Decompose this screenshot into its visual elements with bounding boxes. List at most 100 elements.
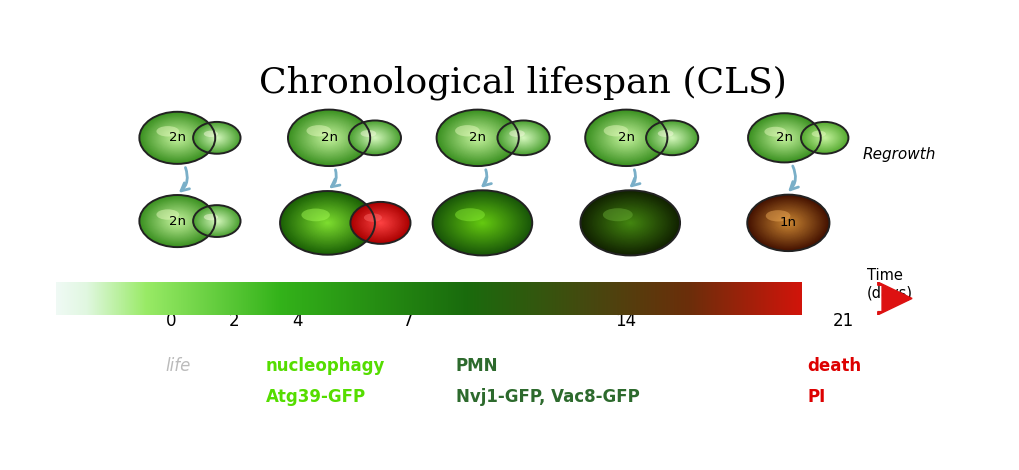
Ellipse shape bbox=[784, 220, 792, 226]
Ellipse shape bbox=[626, 220, 634, 225]
Ellipse shape bbox=[768, 127, 799, 149]
Ellipse shape bbox=[306, 209, 348, 237]
Ellipse shape bbox=[460, 126, 494, 150]
Text: life: life bbox=[165, 357, 191, 375]
Ellipse shape bbox=[603, 206, 656, 240]
Ellipse shape bbox=[624, 136, 628, 139]
Text: 21: 21 bbox=[832, 312, 853, 329]
Ellipse shape bbox=[202, 128, 231, 148]
Ellipse shape bbox=[783, 137, 785, 139]
Ellipse shape bbox=[379, 222, 381, 223]
Ellipse shape bbox=[508, 128, 537, 148]
Ellipse shape bbox=[196, 207, 238, 235]
FancyArrowPatch shape bbox=[631, 170, 639, 186]
Ellipse shape bbox=[356, 206, 405, 240]
Ellipse shape bbox=[203, 212, 230, 230]
Ellipse shape bbox=[206, 213, 228, 228]
Text: PMN: PMN bbox=[455, 357, 497, 375]
Ellipse shape bbox=[357, 125, 392, 150]
Ellipse shape bbox=[140, 112, 215, 164]
Ellipse shape bbox=[600, 120, 651, 156]
Ellipse shape bbox=[603, 125, 628, 136]
Ellipse shape bbox=[296, 201, 359, 244]
Ellipse shape bbox=[601, 204, 658, 242]
Ellipse shape bbox=[194, 206, 239, 236]
Ellipse shape bbox=[765, 125, 802, 150]
Ellipse shape bbox=[448, 118, 506, 157]
Ellipse shape bbox=[375, 219, 385, 227]
FancyArrowPatch shape bbox=[790, 166, 798, 190]
Ellipse shape bbox=[147, 117, 208, 159]
Ellipse shape bbox=[811, 129, 837, 147]
Ellipse shape bbox=[671, 137, 673, 138]
Ellipse shape bbox=[613, 129, 638, 146]
Ellipse shape bbox=[462, 210, 502, 236]
Ellipse shape bbox=[668, 136, 675, 140]
Ellipse shape bbox=[176, 137, 178, 139]
Ellipse shape bbox=[614, 213, 645, 233]
Ellipse shape bbox=[497, 121, 548, 155]
Ellipse shape bbox=[358, 126, 391, 149]
Ellipse shape bbox=[611, 128, 640, 148]
Ellipse shape bbox=[196, 124, 238, 152]
Ellipse shape bbox=[147, 200, 208, 242]
Ellipse shape bbox=[287, 110, 370, 166]
Ellipse shape bbox=[761, 204, 814, 241]
Ellipse shape bbox=[297, 202, 358, 243]
Ellipse shape bbox=[590, 197, 669, 249]
Ellipse shape bbox=[604, 123, 647, 153]
Ellipse shape bbox=[521, 136, 526, 140]
Ellipse shape bbox=[373, 218, 387, 228]
Ellipse shape bbox=[510, 129, 537, 147]
Ellipse shape bbox=[610, 127, 641, 149]
Ellipse shape bbox=[599, 119, 652, 156]
Ellipse shape bbox=[201, 127, 232, 148]
Ellipse shape bbox=[624, 219, 636, 227]
Ellipse shape bbox=[140, 195, 215, 247]
Ellipse shape bbox=[284, 194, 370, 251]
Ellipse shape bbox=[662, 132, 681, 144]
Ellipse shape bbox=[591, 197, 668, 248]
Ellipse shape bbox=[774, 132, 793, 144]
Ellipse shape bbox=[294, 115, 363, 161]
Text: 4: 4 bbox=[291, 312, 303, 329]
Ellipse shape bbox=[165, 212, 190, 229]
Ellipse shape bbox=[462, 127, 492, 149]
Text: 2n: 2n bbox=[168, 215, 185, 227]
Ellipse shape bbox=[201, 127, 232, 149]
Ellipse shape bbox=[787, 222, 789, 224]
Ellipse shape bbox=[769, 210, 806, 235]
Ellipse shape bbox=[464, 129, 490, 147]
Ellipse shape bbox=[356, 205, 405, 240]
Ellipse shape bbox=[766, 208, 809, 238]
Ellipse shape bbox=[323, 133, 335, 142]
Ellipse shape bbox=[204, 129, 229, 147]
Ellipse shape bbox=[471, 133, 483, 142]
Ellipse shape bbox=[785, 221, 791, 225]
Ellipse shape bbox=[443, 197, 521, 248]
Ellipse shape bbox=[314, 127, 344, 149]
Ellipse shape bbox=[160, 209, 195, 233]
Ellipse shape bbox=[208, 132, 225, 143]
Ellipse shape bbox=[169, 133, 184, 143]
Ellipse shape bbox=[518, 134, 528, 141]
Text: 2n: 2n bbox=[320, 131, 337, 144]
Ellipse shape bbox=[612, 129, 639, 147]
Ellipse shape bbox=[619, 216, 641, 230]
Ellipse shape bbox=[370, 216, 390, 230]
Ellipse shape bbox=[467, 213, 497, 233]
Ellipse shape bbox=[615, 131, 636, 145]
Ellipse shape bbox=[282, 193, 372, 253]
Ellipse shape bbox=[200, 210, 233, 233]
Ellipse shape bbox=[761, 123, 806, 153]
Ellipse shape bbox=[452, 204, 512, 243]
Ellipse shape bbox=[776, 215, 799, 231]
Ellipse shape bbox=[214, 136, 219, 140]
Ellipse shape bbox=[210, 133, 223, 142]
Ellipse shape bbox=[175, 136, 179, 139]
Ellipse shape bbox=[810, 128, 839, 148]
Ellipse shape bbox=[377, 221, 383, 225]
Ellipse shape bbox=[215, 220, 218, 222]
Ellipse shape bbox=[607, 208, 652, 237]
Ellipse shape bbox=[353, 204, 408, 242]
